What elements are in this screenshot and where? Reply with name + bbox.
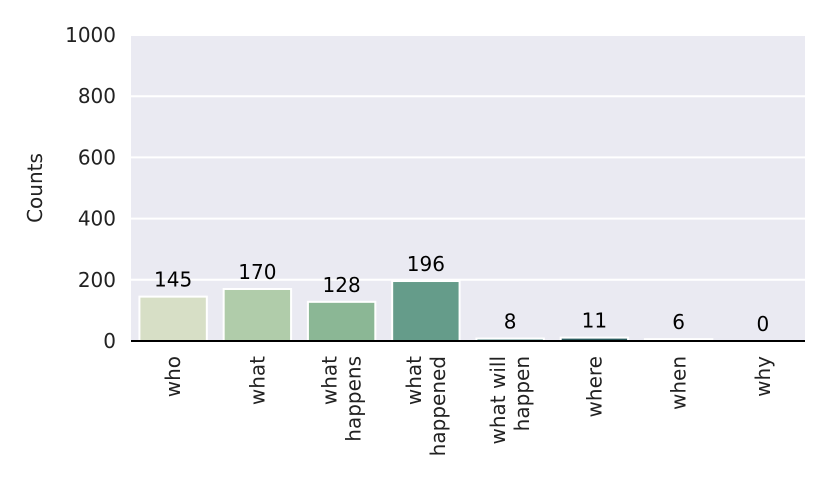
bar-value-label: 170 <box>238 260 276 284</box>
y-tick-label: 1000 <box>65 23 116 47</box>
bar <box>391 280 461 342</box>
y-tick-label: 0 <box>103 329 116 353</box>
y-tick-labels: 0 200 400 600 800 1000 <box>65 23 116 353</box>
y-tick-label: 600 <box>78 145 116 169</box>
x-tick-label-line: when <box>667 356 691 410</box>
bars <box>138 280 714 343</box>
x-tick-labels: who what what happens what happened what will h… <box>161 356 775 456</box>
bar-value-label: 8 <box>504 310 517 334</box>
x-tick-label-line: happen <box>510 356 534 431</box>
bar-value-label: 145 <box>154 268 192 292</box>
bar-value-label: 128 <box>323 273 361 297</box>
y-axis-label: Counts <box>23 153 47 223</box>
x-tick-label-line: who <box>161 356 185 397</box>
x-tick-label: what will happen <box>486 356 534 445</box>
y-tick-label: 400 <box>78 207 116 231</box>
x-tick-label: who <box>161 356 185 397</box>
x-tick-label-line: where <box>582 356 606 417</box>
x-tick-label-line: what will <box>486 356 510 445</box>
x-tick-label-line: happened <box>426 356 450 456</box>
x-tick-label: why <box>751 356 775 397</box>
x-tick-label: what <box>245 356 269 405</box>
bar-value-label: 11 <box>582 309 607 333</box>
x-tick-label-line: happens <box>342 356 366 442</box>
y-tick-label: 200 <box>78 268 116 292</box>
bar-value-label: 0 <box>757 312 770 336</box>
data-labels: 145 170 128 196 8 11 6 0 <box>154 252 769 336</box>
gridlines <box>131 34 805 281</box>
x-tick-label: what happens <box>318 356 366 442</box>
x-tick-label: where <box>582 356 606 417</box>
bar <box>222 287 293 343</box>
bar <box>306 300 377 342</box>
x-tick-label-line: what <box>402 356 426 405</box>
bar-value-label: 6 <box>672 310 685 334</box>
y-tick-label: 800 <box>78 84 116 108</box>
x-tick-label: what happened <box>402 356 450 456</box>
x-tick-label-line: why <box>751 356 775 397</box>
bar-value-label: 196 <box>407 252 445 276</box>
bar <box>138 295 208 343</box>
x-tick-label: when <box>667 356 691 410</box>
x-tick-label-line: what <box>245 356 269 405</box>
x-tick-label-line: what <box>318 356 342 405</box>
